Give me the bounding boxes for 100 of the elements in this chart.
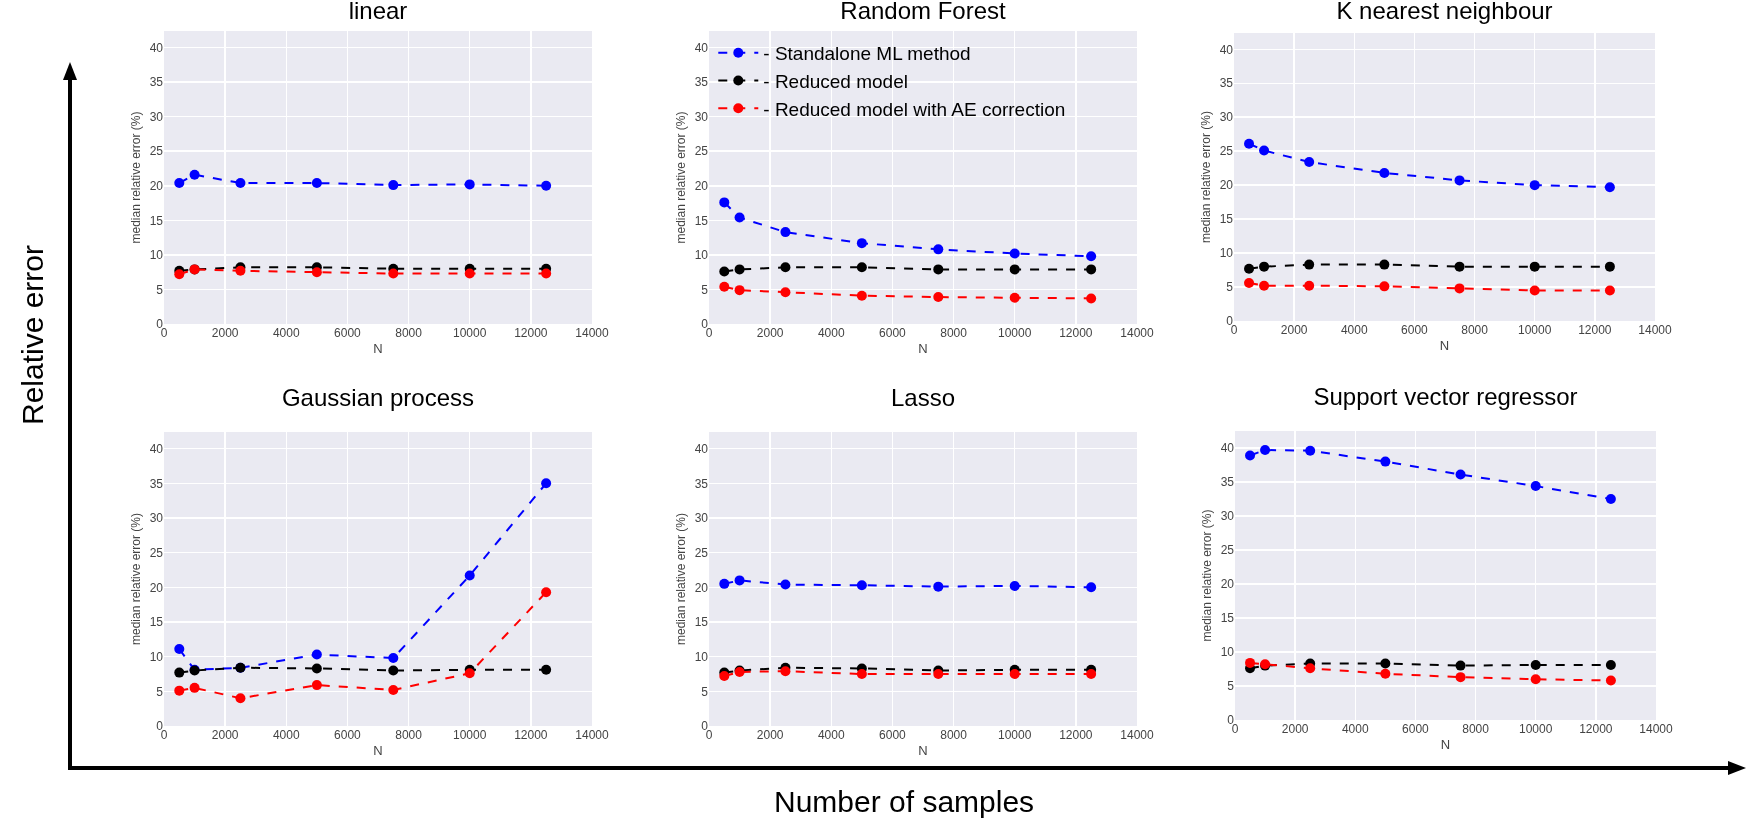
legend-label: - Standalone ML method (763, 43, 971, 65)
y-axis-title: median relative error (%) (128, 111, 143, 244)
y-tick-label: 10 (694, 248, 709, 263)
chart-title: Support vector regressor (1313, 382, 1578, 410)
y-tick-label: 20 (694, 178, 709, 193)
x-tick-label: 12000 (514, 728, 548, 742)
x-tick-label: 6000 (334, 728, 362, 742)
y-tick-label: 40 (694, 40, 709, 55)
y-tick-label: 20 (694, 580, 709, 595)
y-tick-label: 5 (156, 282, 164, 297)
x-tick-label: 2000 (1281, 722, 1309, 736)
y-tick-label: 20 (149, 580, 164, 595)
y-tick-label: 25 (694, 545, 709, 560)
x-tick-label: 8000 (940, 728, 968, 742)
y-tick-label: 10 (1220, 645, 1235, 660)
y-tick-label: 40 (694, 441, 709, 456)
x-tick-label: 2000 (1280, 323, 1308, 337)
y-tick-label: 30 (149, 109, 164, 124)
y-tick-label: 20 (1220, 577, 1235, 592)
x-axis-title: N (1439, 337, 1450, 353)
y-tick-label: 35 (1220, 475, 1235, 490)
x-tick-label: 4000 (1340, 323, 1368, 337)
y-tick-label: 15 (694, 615, 709, 630)
y-tick-label: 40 (149, 40, 164, 55)
x-tick-label: 6000 (1401, 323, 1429, 337)
y-tick-label: 5 (1226, 280, 1234, 295)
x-tick-label: 8000 (1462, 722, 1490, 736)
x-tick-label: 6000 (879, 326, 907, 340)
y-tick-label: 25 (149, 144, 164, 159)
chart-title: Lasso (890, 383, 956, 411)
y-tick-label: 5 (1227, 679, 1235, 694)
y-axis-title: median relative error (%) (673, 512, 688, 646)
y-tick-label: 10 (694, 649, 709, 664)
x-tick-label: 12000 (1059, 326, 1093, 340)
x-tick-label: 2000 (211, 728, 239, 742)
y-axis-title: median relative error (%) (128, 512, 143, 646)
y-tick-label: 35 (149, 476, 164, 491)
x-tick-label: 12000 (1059, 728, 1093, 742)
y-tick-label: 40 (1220, 441, 1235, 456)
y-tick-label: 30 (149, 511, 164, 526)
chart-title: Gaussian process (281, 383, 475, 411)
y-tick-label: 40 (149, 441, 164, 456)
x-tick-label: 6000 (1402, 722, 1430, 736)
legend-label: - Reduced model (763, 70, 908, 92)
y-tick-label: 15 (149, 213, 164, 228)
x-axis-title: N (1440, 736, 1451, 752)
x-tick-label: 10000 (1519, 722, 1553, 736)
y-tick-label: 10 (149, 248, 164, 263)
x-tick-label: 4000 (817, 728, 845, 742)
x-tick-label: 12000 (1579, 722, 1613, 736)
x-tick-label: 8000 (940, 326, 968, 340)
x-axis-title: N (918, 340, 928, 356)
x-tick-label: 6000 (334, 326, 362, 340)
legend-label: - Reduced model with AE correction (763, 98, 1066, 120)
x-tick-label: 2000 (211, 326, 239, 340)
x-tick-label: 8000 (1461, 323, 1489, 337)
x-tick-label: 14000 (1639, 722, 1674, 736)
y-tick-label: 15 (149, 615, 164, 630)
x-tick-label: 14000 (1638, 323, 1673, 337)
x-tick-label: 10000 (1518, 323, 1552, 337)
y-tick-label: 5 (156, 684, 164, 699)
y-tick-label: 15 (1219, 212, 1234, 227)
y-tick-label: 35 (694, 476, 709, 491)
chart-title: linear (348, 0, 408, 24)
x-tick-label: 12000 (514, 326, 548, 340)
y-tick-label: 5 (701, 684, 709, 699)
y-tick-label: 15 (694, 213, 709, 228)
x-tick-label: 10000 (453, 728, 487, 742)
y-tick-label: 10 (1219, 246, 1234, 261)
y-tick-label: 20 (149, 178, 164, 193)
text: Number of samples (774, 785, 1035, 819)
y-tick-label: 30 (1219, 110, 1234, 125)
y-axis-title: median relative error (%) (673, 111, 688, 244)
x-tick-label: 10000 (998, 728, 1032, 742)
x-axis-title: N (373, 742, 383, 758)
y-tick-label: 30 (694, 511, 709, 526)
x-tick-label: 4000 (272, 728, 300, 742)
text: Relative error (16, 244, 51, 426)
x-axis-title: N (373, 340, 383, 356)
y-tick-label: 30 (694, 109, 709, 124)
y-tick-label: 25 (1220, 543, 1235, 558)
x-tick-label: 14000 (575, 326, 610, 340)
x-tick-label: 8000 (395, 326, 423, 340)
y-tick-label: 25 (694, 144, 709, 159)
y-tick-label: 35 (694, 75, 709, 90)
y-axis-title: median relative error (%) (1198, 110, 1213, 244)
y-tick-label: 35 (149, 75, 164, 90)
y-tick-label: 15 (1220, 611, 1235, 626)
x-axis-title: N (918, 742, 928, 758)
x-tick-label: 10000 (998, 326, 1032, 340)
y-tick-label: 10 (149, 649, 164, 664)
x-tick-label: 14000 (1120, 326, 1155, 340)
x-tick-label: 2000 (756, 728, 784, 742)
chart-title: Random Forest (840, 0, 1007, 24)
y-tick-label: 25 (1219, 144, 1234, 159)
x-tick-label: 8000 (395, 728, 423, 742)
x-tick-label: 4000 (1341, 722, 1369, 736)
y-tick-label: 20 (1219, 178, 1234, 193)
x-tick-label: 10000 (453, 326, 487, 340)
y-axis-title: median relative error (%) (1199, 509, 1214, 642)
